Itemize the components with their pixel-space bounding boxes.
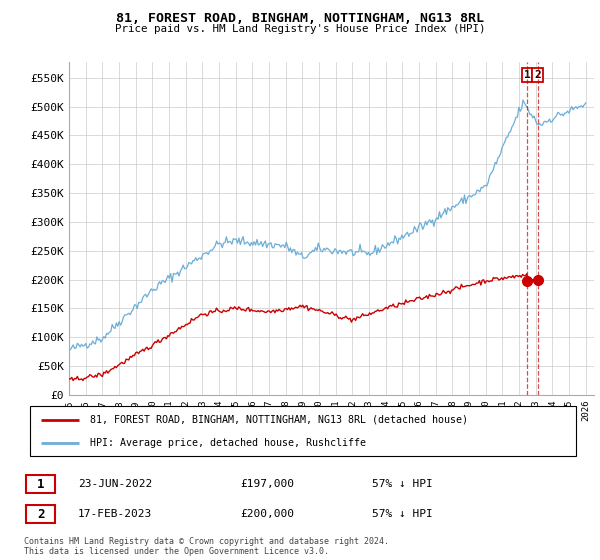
Text: Contains HM Land Registry data © Crown copyright and database right 2024.
This d: Contains HM Land Registry data © Crown c… [24, 536, 389, 556]
Text: 2: 2 [535, 70, 541, 80]
Text: £200,000: £200,000 [240, 509, 294, 519]
Text: HPI: Average price, detached house, Rushcliffe: HPI: Average price, detached house, Rush… [90, 438, 366, 448]
Text: £197,000: £197,000 [240, 479, 294, 489]
Text: 23-JUN-2022: 23-JUN-2022 [78, 479, 152, 489]
FancyBboxPatch shape [30, 406, 576, 456]
Text: 2: 2 [37, 507, 44, 521]
Text: Price paid vs. HM Land Registry's House Price Index (HPI): Price paid vs. HM Land Registry's House … [115, 24, 485, 34]
Text: 1: 1 [37, 478, 44, 491]
Text: 81, FOREST ROAD, BINGHAM, NOTTINGHAM, NG13 8RL: 81, FOREST ROAD, BINGHAM, NOTTINGHAM, NG… [116, 12, 484, 25]
Text: 81, FOREST ROAD, BINGHAM, NOTTINGHAM, NG13 8RL (detached house): 81, FOREST ROAD, BINGHAM, NOTTINGHAM, NG… [90, 414, 468, 424]
Text: 1: 1 [524, 70, 530, 80]
FancyBboxPatch shape [26, 475, 55, 493]
Text: 57% ↓ HPI: 57% ↓ HPI [372, 479, 433, 489]
Text: 57% ↓ HPI: 57% ↓ HPI [372, 509, 433, 519]
FancyBboxPatch shape [26, 505, 55, 523]
Text: 17-FEB-2023: 17-FEB-2023 [78, 509, 152, 519]
